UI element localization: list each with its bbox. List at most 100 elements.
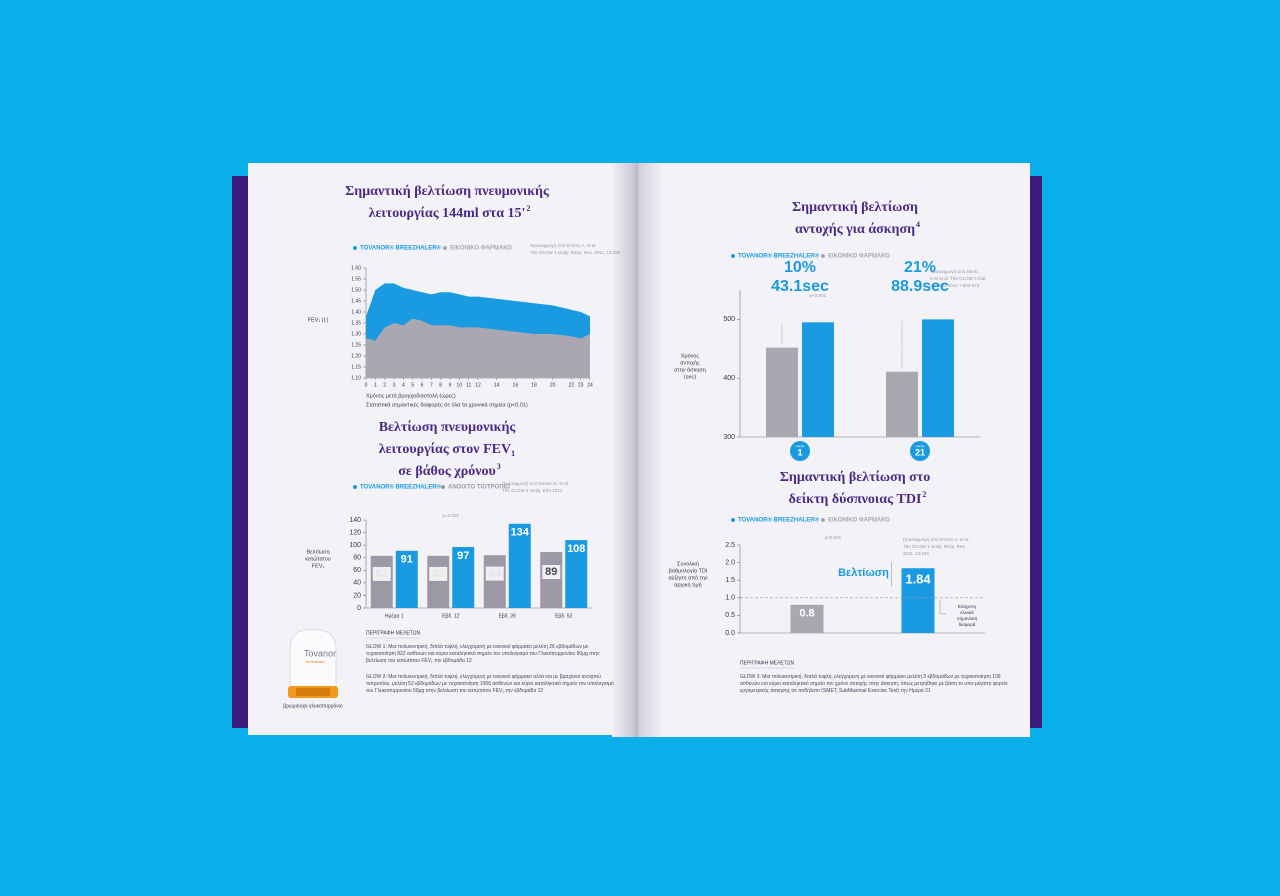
group-label: 88.9sec [891, 278, 949, 295]
y-tick-label: 300 [723, 434, 735, 441]
bar [565, 540, 588, 608]
chart-title: Βελτίωση πνευμονικής [379, 420, 517, 435]
chart-title: Σημαντική βελτίωση στο [780, 470, 931, 485]
y-axis-label: Συνολική [677, 560, 699, 567]
x-tick-label: 9 [449, 382, 452, 388]
legend-label: TOVANOR® BREEZHALER® [738, 253, 820, 260]
source: The GLOW 2 study. ERJ 2012 [502, 488, 563, 493]
bar [508, 523, 531, 608]
legend-label: ΕΙΚΟΝΙΚΟ ΦΑΡΜΑΚΟ [450, 246, 512, 252]
y-axis-label: FEV₁ [312, 563, 325, 569]
legend-swatch [443, 246, 447, 250]
y-tick-label: 1.15 [351, 364, 361, 370]
value-label: 91 [401, 554, 413, 566]
threshold-label: σημαντική [957, 615, 978, 621]
value-label: 1.84 [905, 572, 931, 587]
y-tick-label: 1.5 [725, 577, 735, 584]
chart-title: σε βάθος χρόνου [398, 464, 495, 479]
value-box [429, 566, 448, 581]
annotation: p<0.001 [810, 293, 827, 298]
chart-title: λειτουργίας 144ml στα 15' [369, 206, 526, 221]
product-caption: βρωμιούχο γλυκοπυρρόνιο [283, 702, 343, 709]
y-axis-label: αρχική τιμή [674, 581, 701, 588]
threshold-label: Ελάχιστη [958, 603, 977, 609]
title-ref: 2 [526, 204, 530, 213]
y-tick-label: 1.30 [351, 331, 361, 337]
x-axis-label: Χρόνος μετά βρογχοδιαστολή (ώρες) [366, 392, 456, 399]
x-tick-label: 16 [513, 382, 519, 388]
x-tick-label: 3 [393, 382, 396, 388]
y-tick-label: 400 [723, 375, 735, 382]
y-tick-label: 0.5 [725, 612, 735, 619]
bar [483, 555, 506, 608]
y-tick-label: 0.0 [725, 630, 735, 637]
value-label: 108 [567, 543, 585, 555]
annotation: p=0.002 [443, 513, 460, 518]
x-tick-label: 7 [430, 382, 433, 388]
source: Προσαρμογή από Kerwin E. et al. [502, 480, 569, 486]
x-tick-label: 18 [531, 382, 537, 388]
value-label: 89 [545, 566, 557, 578]
legend-label: ΕΙΚΟΝΙΚΟ ΦΑΡΜΑΚΟ [828, 254, 890, 260]
x-tick-label: 8 [439, 382, 442, 388]
value-box [542, 565, 561, 580]
study-text: GLOW 3: Μια πολυκεντρική, διπλά τυφλή, ε… [740, 674, 1008, 694]
study-text: GLOW 1: Μια πολυκεντρική, διπλά τυφλή, ε… [366, 644, 600, 664]
y-tick-label: 1.0 [725, 595, 735, 602]
y-tick-label: 20 [353, 592, 361, 599]
chart-title: λειτουργίας στον FEV₁ [379, 442, 516, 457]
annotation: p<0.001 [825, 535, 842, 540]
y-tick-label: 1.35 [351, 320, 361, 326]
legend-label: TOVANOR® BREEZHALER® [738, 517, 820, 524]
bar [452, 547, 475, 608]
legend-swatch [353, 246, 357, 250]
y-tick-label: 80 [353, 555, 361, 562]
y-tick-label: 1.10 [351, 375, 361, 381]
legend-label: ΑΝΟΙΧΤΟ ΤΙΟΤΡΟΠΙΟ [448, 485, 510, 491]
bar [370, 555, 393, 608]
studies-heading: ΠΕΡΙΓΡΑΦΗ ΜΕΛΕΤΩΝ [740, 660, 794, 666]
y-tick-label: 1.45 [351, 298, 361, 304]
y-tick-label: 2.0 [725, 559, 735, 566]
area [366, 318, 590, 378]
x-tick-label: 0 [365, 382, 368, 388]
y-tick-label: 1.40 [351, 309, 361, 315]
y-tick-label: 40 [353, 580, 361, 587]
legend-label: ΕΙΚΟΝΙΚΟ ΦΑΡΜΑΚΟ [828, 518, 890, 524]
y-tick-label: 500 [723, 316, 735, 323]
chart-title: Σημαντική βελτίωση [792, 200, 918, 215]
source: J COPD 2012 7:503-513 [930, 283, 980, 288]
chart-title: δείκτη δύσπνοιας TDI [789, 492, 922, 507]
note: Στατιστικά σημαντικές διαφορές σε όλα τα… [366, 401, 528, 408]
bar [922, 319, 954, 437]
y-tick-label: 100 [349, 542, 361, 549]
legend-swatch [441, 485, 445, 489]
product-brand: Tovanor [304, 648, 336, 658]
x-tick-label: 20 [550, 382, 556, 388]
value-box [485, 566, 504, 581]
day-badge [790, 441, 810, 461]
value-label: 0.8 [799, 608, 814, 620]
day-label: Ημέρα [916, 444, 925, 448]
bar [540, 552, 563, 608]
x-tick-label: 1 [374, 382, 377, 388]
value-label: 134 [511, 527, 530, 539]
source: K.M et al. The GLOW 3 trial. [930, 276, 986, 281]
x-tick-label: 10 [457, 382, 463, 388]
bracket [939, 599, 946, 615]
chart-title: αντοχής για άσκηση [795, 222, 915, 237]
y-axis-label: αύξηση από την [668, 574, 707, 581]
gutter [612, 163, 662, 737]
y-tick-label: 60 [353, 567, 361, 574]
chart-title: Σημαντική βελτίωση πνευμονικής [345, 184, 550, 199]
bar [802, 322, 834, 437]
source: Προσαρμογή από D'Urzo A. et al. [530, 242, 597, 248]
improvement-label: Βελτίωση [838, 567, 889, 579]
x-tick-label: 24 [587, 382, 593, 388]
legend-swatch [821, 254, 825, 258]
studies-heading: ΠΕΡΙΓΡΑΦΗ ΜΕΛΕΤΩΝ [366, 630, 420, 636]
y-tick-label: 140 [349, 517, 361, 524]
x-tick-label: Εβδ. 52 [555, 613, 573, 619]
